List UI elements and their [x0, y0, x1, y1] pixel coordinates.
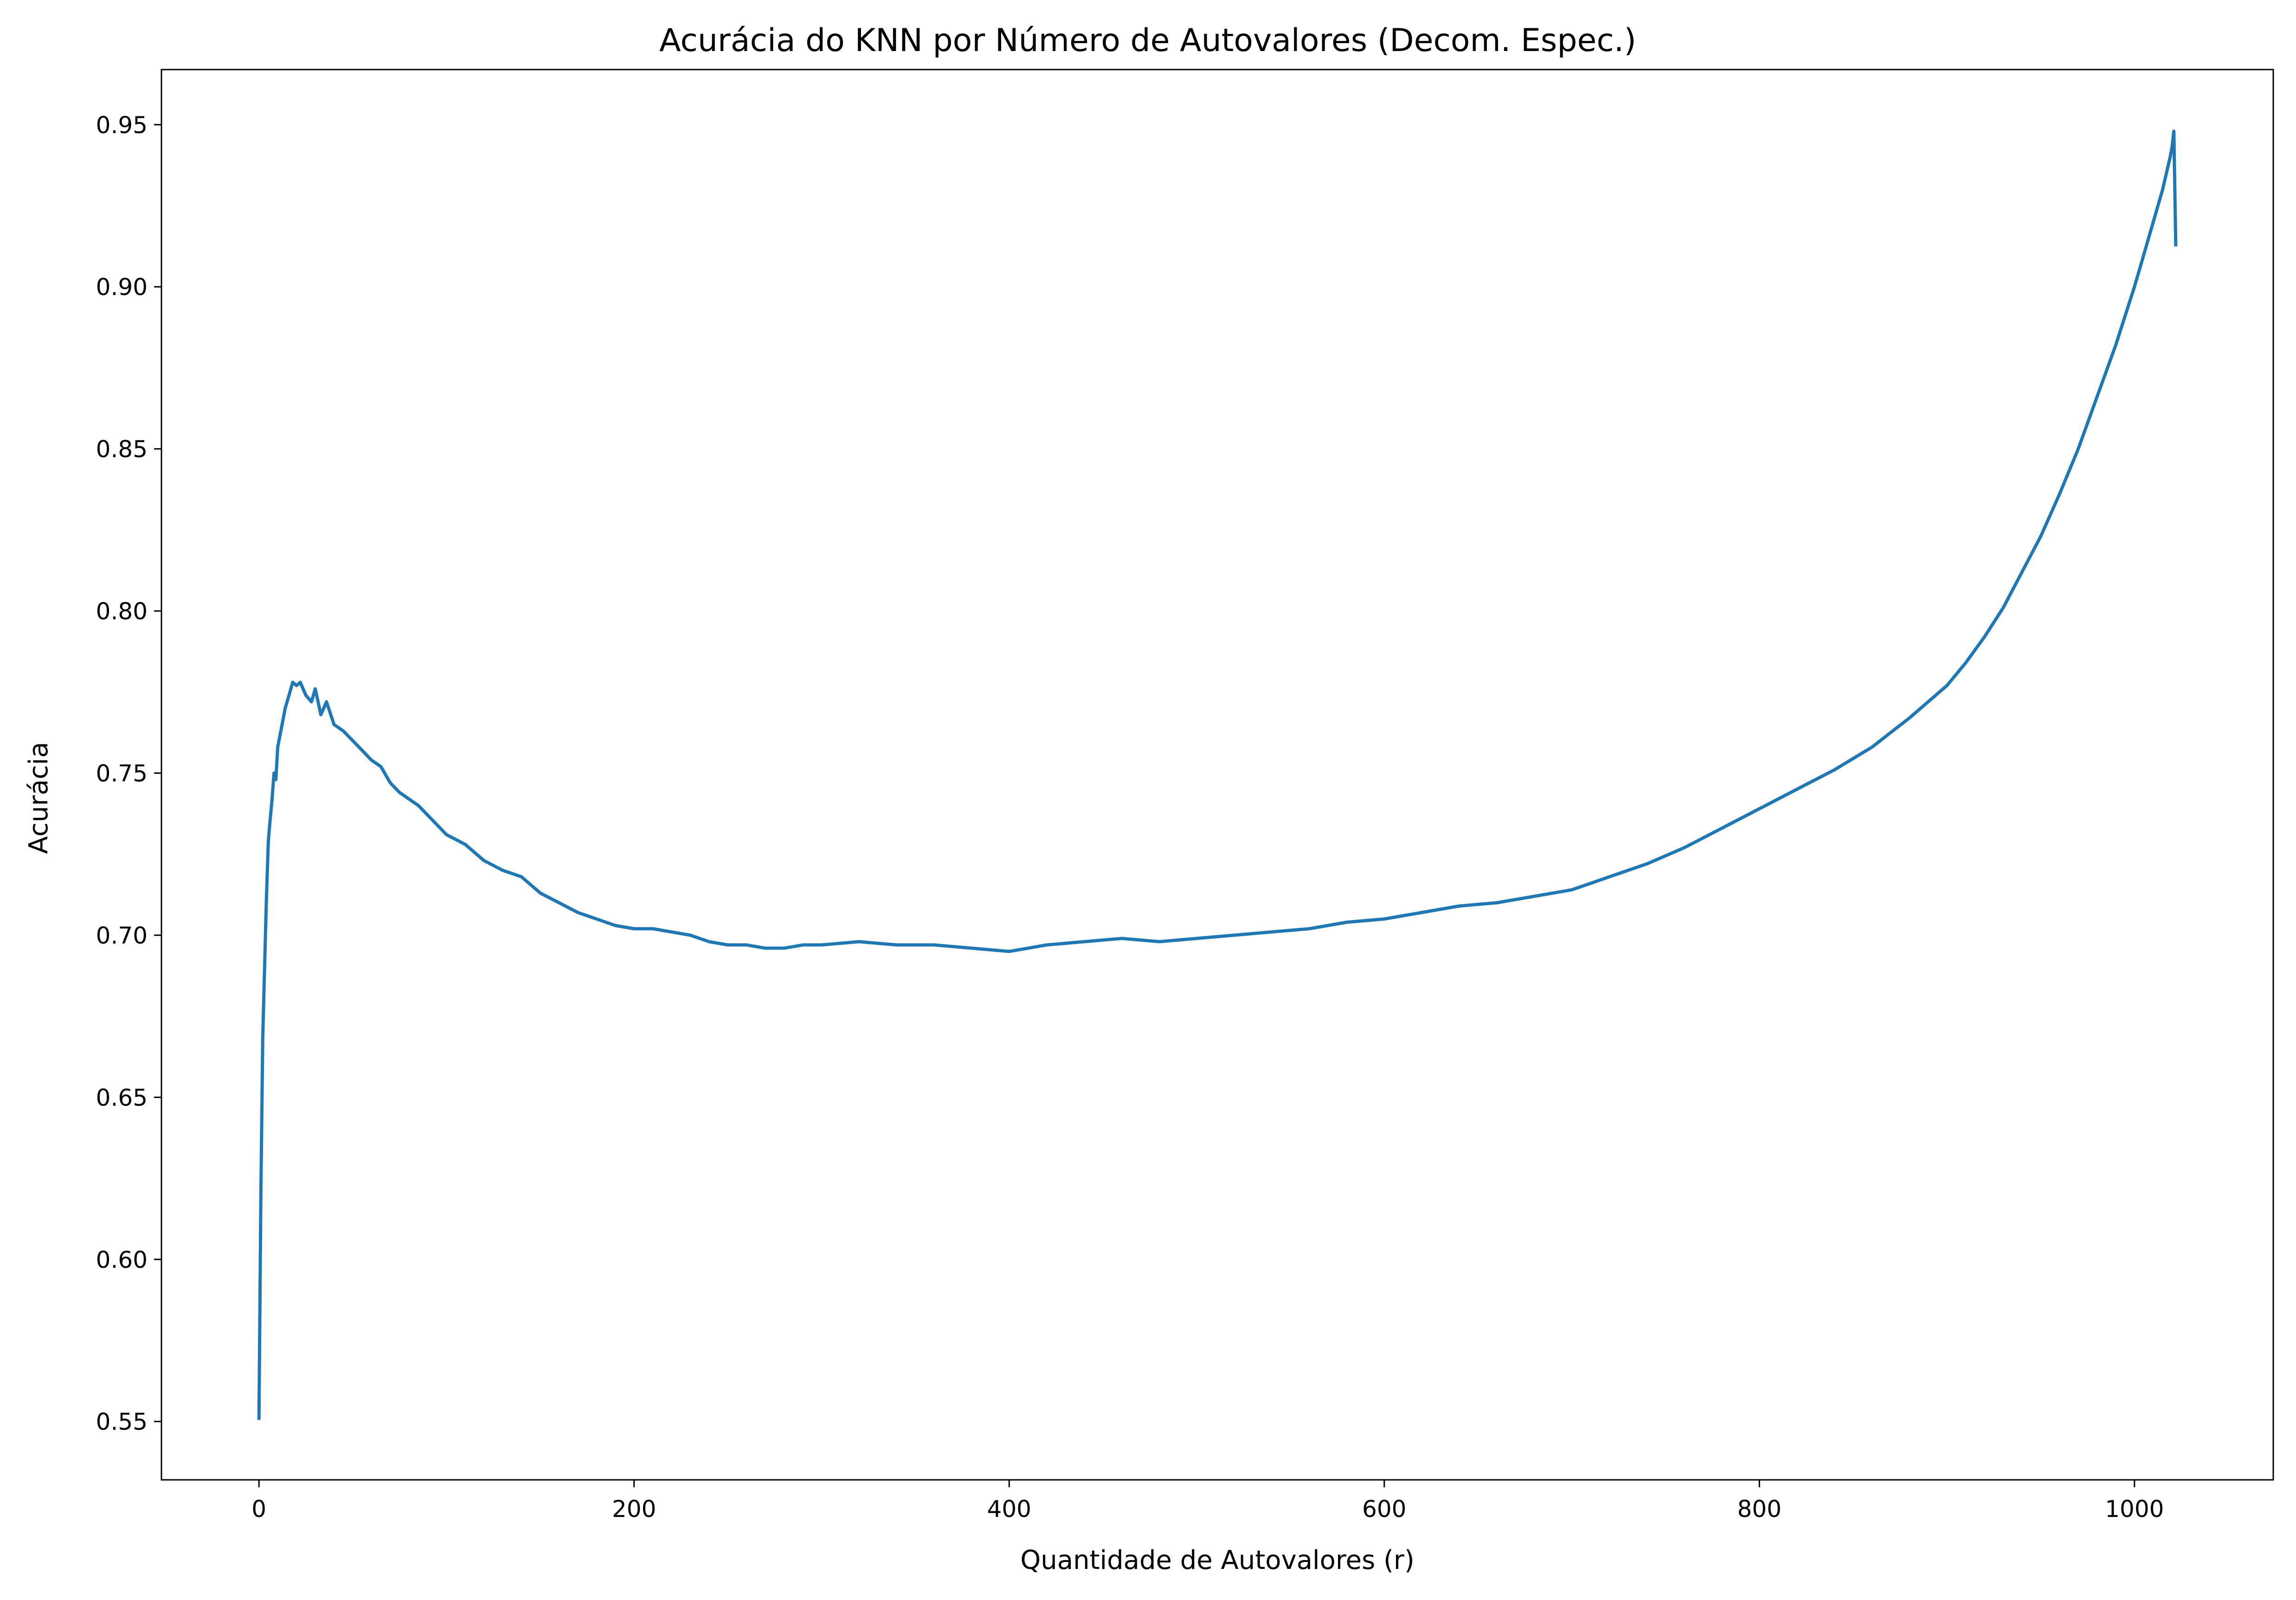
- series-layer: [257, 129, 2178, 1420]
- y-tick-label: 0.55: [96, 1408, 148, 1435]
- y-tick-label: 0.95: [96, 112, 148, 139]
- y-tick-label: 0.70: [96, 922, 148, 949]
- y-axis: 0.55 0.60 0.65 0.70 0.75 0.80 0.85 0.90 0.95: [96, 112, 161, 1435]
- x-tick-label: 400: [987, 1496, 1031, 1523]
- x-tick-label: 600: [1362, 1496, 1406, 1523]
- y-tick-label: 0.65: [96, 1084, 148, 1111]
- y-tick-label: 0.90: [96, 274, 148, 301]
- plot-frame: [161, 69, 2274, 1481]
- series-line: [257, 129, 2178, 1420]
- x-tick-label: 200: [612, 1496, 656, 1523]
- x-tick-label: 1000: [2105, 1496, 2164, 1523]
- x-tick-label: 800: [1737, 1496, 1781, 1523]
- x-axis-label: Quantidade de Autovalores (r): [1020, 1545, 1415, 1575]
- y-tick-label: 0.75: [96, 760, 148, 787]
- chart-title: Acurácia do KNN por Número de Autovalore…: [659, 22, 1636, 59]
- y-tick-label: 0.60: [96, 1247, 148, 1273]
- plot-area: [161, 70, 2273, 1480]
- x-tick-label: 0: [251, 1496, 266, 1523]
- y-tick-label: 0.85: [96, 436, 148, 463]
- x-axis: 0 200 400 600 800 1000: [251, 1480, 2164, 1523]
- y-axis-label: Acurácia: [24, 742, 54, 854]
- y-tick-label: 0.80: [96, 598, 148, 625]
